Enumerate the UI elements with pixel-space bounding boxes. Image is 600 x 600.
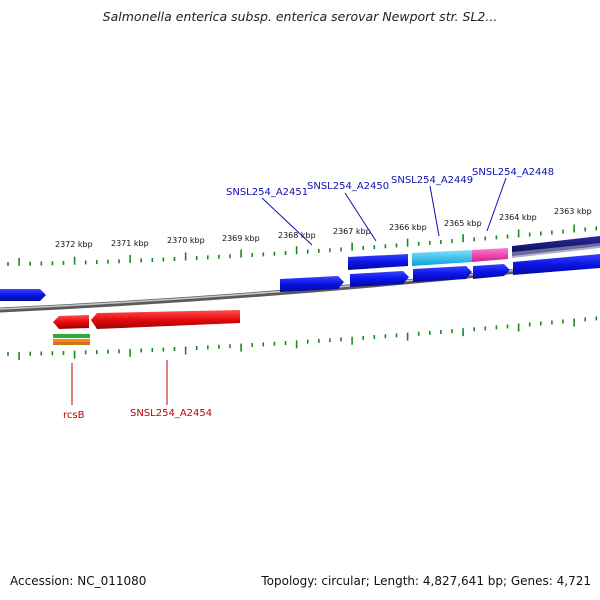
scale-ticks-bottom — [7, 316, 598, 360]
scale-label-2368: 2368 kbp — [278, 231, 316, 240]
feature-bar-tan[interactable] — [53, 342, 90, 345]
scale-label-2369: 2369 kbp — [222, 234, 260, 243]
scale-ticks-top — [7, 224, 598, 266]
gene-label-snsl254-a2454[interactable]: SNSL254_A2454 — [130, 408, 212, 419]
feature-bar-green[interactable] — [53, 334, 90, 338]
gene-snsl254-a2450-upper[interactable] — [348, 254, 408, 270]
scale-label-2371: 2371 kbp — [111, 239, 149, 248]
scale-label-2365: 2365 kbp — [444, 219, 482, 228]
feature-bar-orange[interactable] — [53, 339, 90, 342]
gene-navy-cluster-shadow — [512, 243, 600, 258]
gene-snsl254-a2449[interactable] — [412, 250, 472, 266]
genome-summary-text: Topology: circular; Length: 4,827,641 bp… — [261, 574, 591, 588]
gene-labels-bottom: rcsB SNSL254_A2454 — [63, 408, 212, 421]
gene-label-rcsb[interactable]: rcsB — [63, 410, 85, 421]
scale-label-2363: 2363 kbp — [554, 207, 592, 216]
bottom-label-leaders — [71, 360, 168, 405]
gene-snsl254-a2448[interactable] — [472, 248, 508, 262]
scale-labels: 2372 kbp 2371 kbp 2370 kbp 2369 kbp 2368… — [55, 207, 592, 249]
genome-title: Salmonella enterica subsp. enterica sero… — [102, 9, 498, 24]
gene-snsl254-a2451[interactable] — [280, 276, 344, 292]
gene-label-snsl254-a2451[interactable]: SNSL254_A2451 — [226, 187, 308, 198]
gene-label-snsl254-a2449[interactable]: SNSL254_A2449 — [391, 175, 473, 186]
scale-label-2364: 2364 kbp — [499, 213, 537, 222]
gene-label-snsl254-a2448[interactable]: SNSL254_A2448 — [472, 167, 554, 178]
gene-label-snsl254-a2450[interactable]: SNSL254_A2450 — [307, 181, 389, 192]
gene-forward-right-edge[interactable] — [513, 254, 600, 275]
gene-snsl254-a2454[interactable] — [91, 310, 240, 329]
accession-text: Accession: NC_011080 — [10, 574, 147, 588]
top-label-leaders — [261, 177, 507, 246]
gene-snsl254-a2449-lower[interactable] — [413, 266, 472, 282]
scale-label-2366: 2366 kbp — [389, 223, 427, 232]
gene-snsl254-a2450[interactable] — [350, 271, 409, 287]
gene-forward-left-edge[interactable] — [0, 289, 46, 301]
gene-rcsb[interactable] — [53, 315, 89, 329]
gene-labels-top: SNSL254_A2451 SNSL254_A2450 SNSL254_A244… — [226, 167, 554, 198]
gene-snsl254-a2448-lower[interactable] — [473, 264, 510, 279]
scale-label-2367: 2367 kbp — [333, 227, 371, 236]
scale-label-2372: 2372 kbp — [55, 240, 93, 249]
scale-label-2370: 2370 kbp — [167, 236, 205, 245]
